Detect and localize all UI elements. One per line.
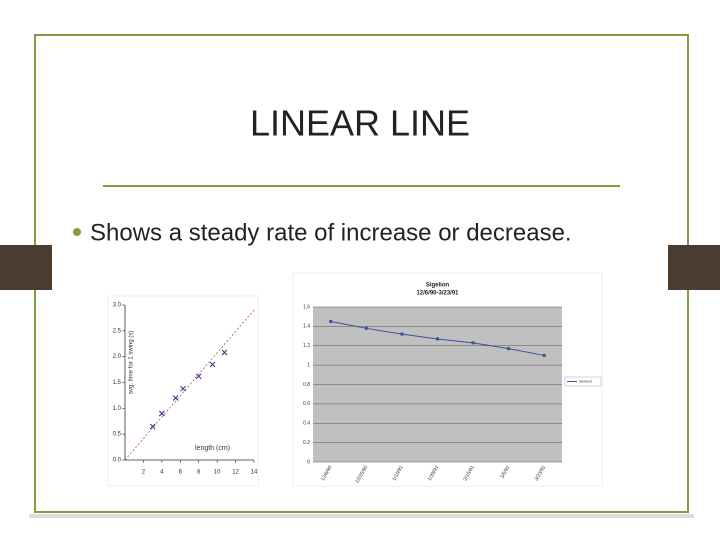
x-tick-label: 14	[251, 470, 258, 476]
y-tick-label: 0	[307, 459, 310, 465]
x-tick-label: 10	[214, 470, 221, 476]
y-tick-label: 3.0	[113, 303, 122, 309]
left-tab	[0, 245, 52, 290]
slide-title: LINEAR LINE	[250, 103, 470, 144]
point	[159, 410, 165, 417]
y-tick-label: 0.2	[303, 440, 310, 446]
y-tick-label: 1	[307, 362, 310, 368]
y-tick-label: 0.6	[303, 401, 310, 407]
y-axis-label: avg. time for 1 swing (s)	[129, 331, 135, 395]
legend-label: Series1	[579, 379, 593, 384]
x-tick-label: 8	[197, 470, 201, 476]
x-tick-label: 12	[232, 470, 239, 476]
y-tick-label: 1.0	[113, 406, 122, 412]
point	[172, 395, 179, 401]
y-tick-label: 1.5	[113, 380, 122, 386]
y-tick-label: 0.4	[303, 421, 310, 427]
x-tick-label: 6	[179, 470, 183, 476]
point	[209, 361, 216, 368]
y-tick-label: 1.4	[303, 324, 310, 330]
x-tick-label: 4	[160, 470, 164, 476]
point	[221, 349, 228, 356]
point	[149, 423, 156, 430]
point	[180, 385, 186, 392]
trend-line	[124, 309, 255, 461]
legend-box	[564, 376, 602, 387]
annotation: length (cm)	[195, 445, 230, 452]
point	[364, 326, 368, 330]
chart-image	[107, 295, 259, 487]
point	[329, 320, 333, 324]
point	[471, 341, 475, 345]
point	[436, 337, 439, 341]
point	[542, 353, 546, 357]
point	[195, 373, 202, 380]
right-tab	[668, 245, 720, 290]
y-tick-label: 0.0	[113, 458, 122, 464]
y-tick-label: 2.0	[113, 354, 122, 360]
frame-shadow	[29, 514, 694, 518]
bullet-dot	[73, 228, 81, 236]
chart-title: Sigelion	[426, 283, 450, 289]
y-tick-label: 2.5	[113, 328, 122, 334]
y-tick-label: 1.2	[303, 343, 310, 349]
y-tick-label: 0.8	[303, 382, 310, 388]
y-tick-label: 1.6	[303, 304, 310, 310]
x-tick-label: 2	[142, 470, 146, 476]
point	[507, 347, 511, 351]
point	[400, 332, 404, 336]
bullet-text: Shows a steady rate of increase or decre…	[90, 219, 572, 246]
y-tick-label: 0.5	[113, 432, 122, 438]
chart-subtitle: 12/6/90-3/23/91	[416, 291, 459, 297]
